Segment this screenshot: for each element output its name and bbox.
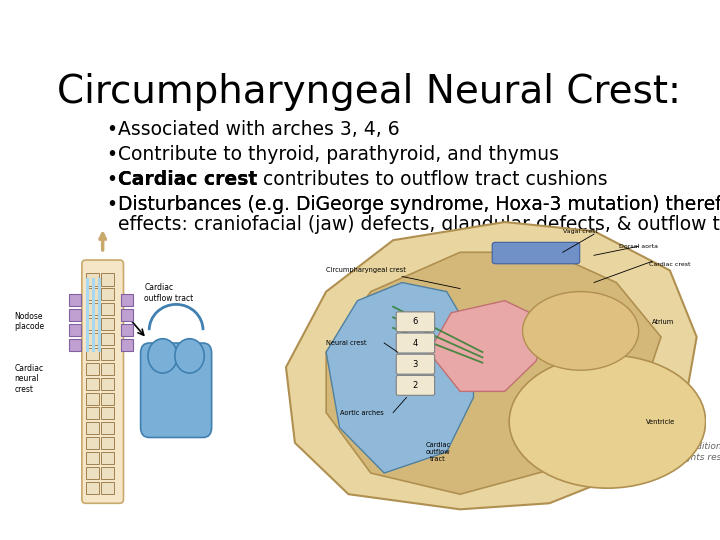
Polygon shape <box>326 252 661 494</box>
Text: Cardiac crest: Cardiac crest <box>649 262 690 267</box>
FancyBboxPatch shape <box>101 482 114 494</box>
FancyBboxPatch shape <box>492 242 580 264</box>
FancyBboxPatch shape <box>69 324 81 336</box>
Text: Cardiac crest contributes to outflow tract cushions: Cardiac crest contributes to outflow tra… <box>118 170 592 188</box>
Text: contributes to outflow tract cushions: contributes to outflow tract cushions <box>257 170 608 188</box>
Text: •: • <box>107 145 118 164</box>
FancyBboxPatch shape <box>86 303 99 315</box>
Text: Ventricle: Ventricle <box>647 418 675 424</box>
FancyBboxPatch shape <box>86 393 99 404</box>
FancyBboxPatch shape <box>86 288 99 300</box>
Text: Nodose
placode: Nodose placode <box>14 312 45 331</box>
Text: Circumpharyngeal Neural Crest:: Circumpharyngeal Neural Crest: <box>57 73 681 111</box>
FancyBboxPatch shape <box>101 318 114 330</box>
Circle shape <box>523 292 639 370</box>
Circle shape <box>175 339 204 373</box>
FancyBboxPatch shape <box>82 260 124 503</box>
FancyBboxPatch shape <box>101 363 114 375</box>
FancyBboxPatch shape <box>101 452 114 464</box>
FancyBboxPatch shape <box>86 422 99 434</box>
FancyBboxPatch shape <box>86 467 99 479</box>
Polygon shape <box>286 222 697 509</box>
Text: Associated with arches 3, 4, 6: Associated with arches 3, 4, 6 <box>118 120 400 139</box>
Circle shape <box>509 355 706 488</box>
FancyBboxPatch shape <box>101 393 114 404</box>
Text: Cardiac crest: Cardiac crest <box>118 170 257 188</box>
FancyBboxPatch shape <box>86 377 99 390</box>
Circle shape <box>148 339 177 373</box>
Text: effects: craniofacial (jaw) defects, glandular defects, & outflow tract defects: effects: craniofacial (jaw) defects, gla… <box>118 215 720 234</box>
Text: 2: 2 <box>413 381 418 390</box>
FancyBboxPatch shape <box>101 333 114 345</box>
Text: Dorsal aorta: Dorsal aorta <box>619 244 658 249</box>
Text: Circumpharyngeal crest: Circumpharyngeal crest <box>326 267 406 273</box>
FancyBboxPatch shape <box>86 407 99 420</box>
Text: Vagal crest: Vagal crest <box>563 228 598 234</box>
FancyBboxPatch shape <box>101 407 114 420</box>
FancyBboxPatch shape <box>86 363 99 375</box>
Text: Disturbances (e.g. DiGeorge syndrome, Hoxa-3 mutation) therefore have: Disturbances (e.g. DiGeorge syndrome, Ho… <box>118 194 720 214</box>
FancyBboxPatch shape <box>120 339 132 351</box>
Text: 4: 4 <box>413 339 418 348</box>
FancyBboxPatch shape <box>69 294 81 306</box>
FancyBboxPatch shape <box>101 467 114 479</box>
FancyBboxPatch shape <box>101 437 114 449</box>
FancyBboxPatch shape <box>86 437 99 449</box>
FancyBboxPatch shape <box>101 348 114 360</box>
FancyBboxPatch shape <box>120 324 132 336</box>
Text: •: • <box>107 194 118 214</box>
Text: 6: 6 <box>413 318 418 326</box>
FancyBboxPatch shape <box>120 294 132 306</box>
FancyBboxPatch shape <box>396 312 435 332</box>
Text: Cardiac crest: Cardiac crest <box>118 170 257 188</box>
Text: Disturbances (e.g. DiGeorge syndrome, Hoxa-3 mutation) therefore have: Disturbances (e.g. DiGeorge syndrome, Ho… <box>118 194 720 214</box>
FancyBboxPatch shape <box>101 422 114 434</box>
FancyBboxPatch shape <box>396 333 435 353</box>
FancyBboxPatch shape <box>69 309 81 321</box>
FancyBboxPatch shape <box>101 273 114 286</box>
FancyBboxPatch shape <box>120 309 132 321</box>
FancyBboxPatch shape <box>101 288 114 300</box>
FancyBboxPatch shape <box>86 452 99 464</box>
Polygon shape <box>326 282 474 473</box>
Polygon shape <box>429 301 549 392</box>
Text: Contribute to thyroid, parathyroid, and thymus: Contribute to thyroid, parathyroid, and … <box>118 145 559 164</box>
Text: •: • <box>107 120 118 139</box>
FancyBboxPatch shape <box>86 333 99 345</box>
FancyBboxPatch shape <box>101 377 114 390</box>
FancyBboxPatch shape <box>86 348 99 360</box>
FancyBboxPatch shape <box>86 318 99 330</box>
Text: •: • <box>107 170 118 188</box>
Text: Neural crest: Neural crest <box>326 340 366 346</box>
FancyBboxPatch shape <box>140 343 212 437</box>
FancyBboxPatch shape <box>396 375 435 395</box>
Text: Atrium: Atrium <box>652 319 675 325</box>
Text: Carlson. Human Embryology and Developmental Biology, 4th Edition.
Copyright © 20: Carlson. Human Embryology and Developmen… <box>411 442 720 462</box>
Text: Cardiac
neural
crest: Cardiac neural crest <box>14 364 44 394</box>
FancyBboxPatch shape <box>396 354 435 374</box>
Text: Aortic arches: Aortic arches <box>340 409 383 416</box>
FancyBboxPatch shape <box>69 339 81 351</box>
Text: 3: 3 <box>413 360 418 369</box>
Text: Cardiac
outflow
tract: Cardiac outflow tract <box>425 442 451 462</box>
FancyBboxPatch shape <box>86 273 99 286</box>
FancyBboxPatch shape <box>101 303 114 315</box>
Text: Cardiac
outflow tract: Cardiac outflow tract <box>144 284 194 302</box>
FancyBboxPatch shape <box>86 482 99 494</box>
